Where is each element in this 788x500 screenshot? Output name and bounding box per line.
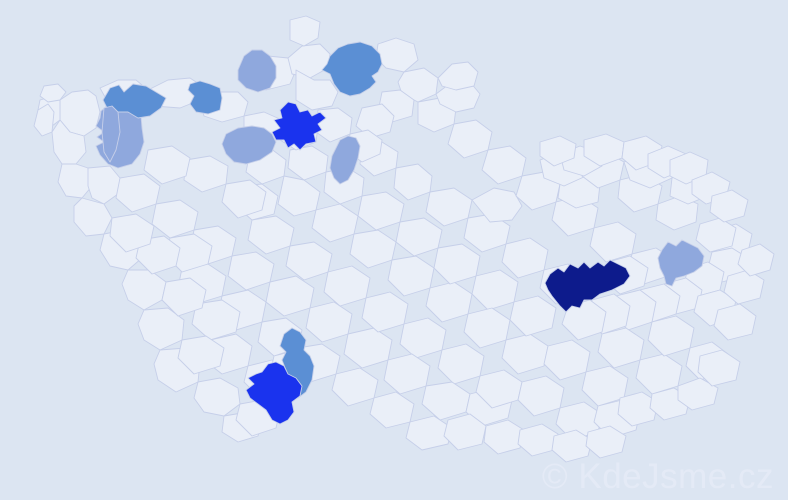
district-base[interactable] (438, 62, 478, 90)
district-base[interactable] (144, 146, 190, 184)
watermark-text: KdeJsme.cz (578, 457, 774, 496)
district-vsetin[interactable] (658, 240, 704, 286)
district-louny[interactable] (188, 81, 222, 114)
district-zdar-nad-sazavou[interactable] (545, 260, 630, 312)
district-base[interactable] (58, 164, 92, 198)
district-base[interactable] (194, 378, 240, 416)
watermark: © KdeJsme.cz (542, 459, 774, 494)
district-base[interactable] (698, 350, 740, 386)
district-base[interactable] (222, 180, 266, 218)
district-base[interactable] (138, 308, 184, 350)
district-base[interactable] (290, 16, 320, 46)
copyright-icon: © (541, 457, 569, 496)
district-base[interactable] (738, 244, 774, 276)
district-base[interactable] (484, 420, 524, 454)
district-base[interactable] (74, 198, 112, 236)
district-base[interactable] (586, 426, 626, 458)
district-rakovnik[interactable] (222, 126, 276, 164)
district-base[interactable] (192, 300, 240, 340)
district-base[interactable] (618, 392, 658, 426)
district-base[interactable] (714, 304, 756, 340)
district-base[interactable] (296, 70, 338, 110)
district-base[interactable] (398, 68, 438, 102)
highlighted-districts-layer (96, 42, 704, 424)
district-base[interactable] (406, 416, 452, 450)
district-base[interactable] (88, 166, 120, 204)
district-base[interactable] (710, 190, 748, 222)
district-base[interactable] (34, 104, 54, 136)
district-liberec[interactable] (322, 42, 382, 96)
district-base[interactable] (472, 188, 522, 222)
district-base[interactable] (178, 336, 224, 374)
district-base[interactable] (110, 214, 154, 252)
district-base[interactable] (510, 296, 556, 336)
district-karlovy-vary[interactable] (102, 106, 120, 162)
district-mlada-boleslav[interactable] (330, 136, 360, 184)
district-base[interactable] (40, 84, 66, 102)
district-base[interactable] (444, 414, 486, 450)
district-base[interactable] (552, 430, 592, 462)
district-ceske-budejovice[interactable] (246, 362, 302, 424)
district-base[interactable] (540, 136, 576, 166)
district-base[interactable] (136, 236, 180, 274)
district-base[interactable] (678, 378, 718, 410)
district-praha[interactable] (272, 102, 326, 150)
base-districts-layer (34, 16, 774, 462)
district-decin[interactable] (238, 50, 276, 92)
district-base[interactable] (162, 278, 206, 316)
district-sokolov[interactable] (103, 84, 166, 118)
district-base[interactable] (356, 104, 394, 138)
